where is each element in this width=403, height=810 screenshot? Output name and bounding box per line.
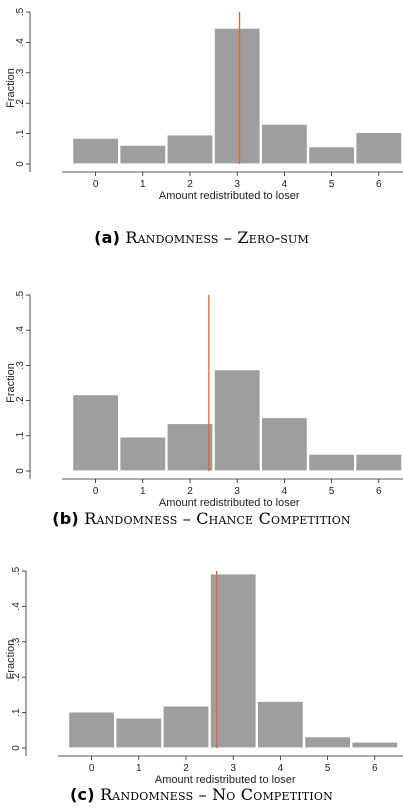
x-tick-label: 3: [234, 179, 240, 190]
x-tick-label: 4: [282, 486, 288, 497]
x-tick-label: 2: [183, 763, 189, 774]
x-axis-title: Amount redistributed to loser: [155, 774, 296, 786]
x-tick-label: 4: [282, 179, 288, 190]
caption-text: Randomness – Zero-sum: [125, 228, 309, 247]
y-tick-label: .3: [11, 637, 22, 646]
chart-a: 0 .1 .2 .3 .4 .5 Fraction 0 1 2 3 4 5 6 Amount redistr…: [5, 7, 403, 202]
bar-4: [260, 416, 308, 472]
x-tick-label: 2: [187, 486, 193, 497]
bar-1: [119, 436, 167, 472]
caption-label: (a): [94, 228, 121, 247]
caption-text: Randomness – No Competition: [100, 785, 333, 804]
chart-panel-c: 0 .1 .2 .3 .4 .5 Fraction 0 1 2 3 4 5 6 Amount redistr…: [0, 563, 403, 810]
bar-6: [355, 453, 403, 472]
x-tick-label: 1: [140, 179, 146, 190]
x-tick-label: 4: [278, 763, 284, 774]
bar-5: [308, 146, 356, 165]
y-tick-label: 0: [15, 161, 26, 167]
y-axis-title: Fraction: [5, 68, 17, 108]
x-axis-title: Amount redistributed to loser: [159, 497, 300, 509]
x-tick-label: 1: [140, 486, 146, 497]
y-tick-label: .4: [15, 38, 26, 47]
x-tick-label: 6: [372, 763, 378, 774]
y-tick-label: .4: [11, 602, 22, 611]
y-axis-title: Fraction: [5, 363, 17, 403]
y-tick-label: .2: [15, 99, 26, 108]
x-axis-title: Amount redistributed to loser: [159, 190, 300, 202]
bar-1: [119, 144, 167, 165]
y-tick-label: 0: [11, 745, 22, 751]
bar-3: [213, 27, 261, 165]
bar-4: [256, 700, 304, 749]
bar-3: [213, 369, 261, 472]
caption-label: (b): [52, 509, 79, 528]
bar-2: [166, 422, 214, 472]
bar-5: [304, 736, 352, 749]
x-tick-label: 6: [376, 486, 382, 497]
y-tick-label: .1: [15, 431, 26, 440]
caption-text: Randomness – Chance Competition: [84, 509, 351, 528]
chart-c: 0 .1 .2 .3 .4 .5 Fraction 0 1 2 3 4 5 6 Amount redistr…: [5, 566, 403, 786]
caption-b: (b) Randomness – Chance Competition: [0, 509, 403, 528]
caption-a: (a) Randomness – Zero-sum: [0, 228, 403, 247]
x-tick-label: 5: [329, 486, 335, 497]
x-tick-label: 3: [234, 486, 240, 497]
bar-6: [351, 741, 399, 749]
chart-b: 0 .1 .2 .3 .4 .5 Fraction 0 1 2 3 4 5 6 Amount redistr…: [5, 290, 403, 509]
bar-3: [209, 573, 257, 749]
bar-1: [115, 717, 163, 749]
x-tick-label: 5: [329, 179, 335, 190]
chart-panel-a: 0 .1 .2 .3 .4 .5 Fraction 0 1 2 3 4 5 6 Amount redistr…: [0, 0, 403, 265]
y-tick-label: .1: [11, 708, 22, 717]
y-tick-label: .5: [15, 290, 26, 299]
y-tick-label: .3: [15, 361, 26, 370]
y-tick-label: .5: [11, 566, 22, 575]
caption-c: (c) Randomness – No Competition: [0, 785, 403, 804]
bar-4: [260, 123, 308, 165]
y-tick-label: .2: [11, 673, 22, 682]
chart-panel-b: 0 .1 .2 .3 .4 .5 Fraction 0 1 2 3 4 5 6 Amount redistr…: [0, 283, 403, 545]
x-tick-label: 0: [89, 763, 95, 774]
bar-0: [71, 394, 120, 472]
x-tick-label: 2: [187, 179, 193, 190]
y-axis-title: Fraction: [5, 640, 17, 680]
bar-2: [166, 134, 214, 165]
bar-0: [71, 137, 120, 165]
y-tick-label: .4: [15, 326, 26, 335]
bar-6: [355, 131, 403, 165]
y-tick-label: .5: [15, 7, 26, 16]
x-tick-label: 5: [325, 763, 331, 774]
x-tick-label: 0: [93, 179, 99, 190]
bar-5: [308, 453, 356, 472]
y-tick-label: .3: [15, 68, 26, 77]
x-tick-label: 6: [376, 179, 382, 190]
y-tick-label: .1: [15, 129, 26, 138]
caption-label: (c): [70, 785, 95, 804]
x-tick-label: 3: [230, 763, 236, 774]
bar-2: [162, 705, 210, 749]
y-tick-label: 0: [15, 468, 26, 474]
bar-0: [67, 711, 116, 749]
x-tick-label: 1: [136, 763, 142, 774]
x-tick-label: 0: [93, 486, 99, 497]
y-tick-label: .2: [15, 396, 26, 405]
